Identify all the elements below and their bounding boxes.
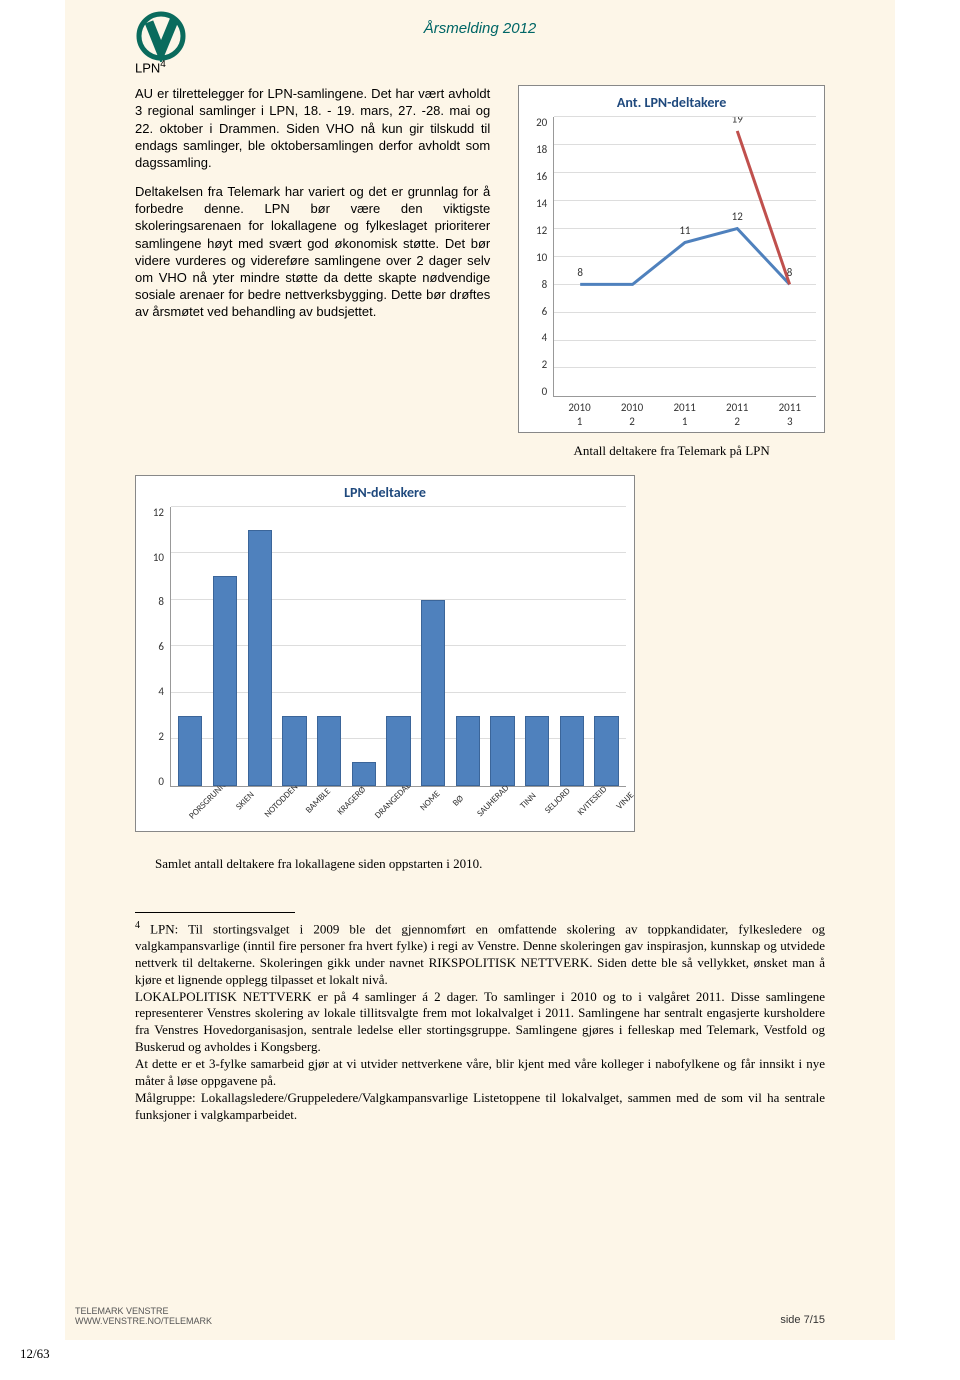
bar-chart-x-labels: PORSGRUNNSKIENNOTODDENBAMBLEKRAGERØDRANG… <box>170 787 626 827</box>
bar <box>594 716 618 786</box>
bar <box>456 716 480 786</box>
footnote-p1: LPN: Til stortingsvalget i 2009 ble det … <box>135 921 825 987</box>
footer-url: WWW.VENSTRE.NO/TELEMARK <box>75 1316 212 1326</box>
line-x-label: 20101 <box>553 397 606 427</box>
bar <box>421 600 445 786</box>
bar-slot <box>451 507 486 786</box>
line-x-label: 20111 <box>658 397 711 427</box>
left-column: AU er tilrettelegger for LPN-samlingene.… <box>135 85 490 332</box>
footnote-marker: 4 <box>135 920 140 931</box>
line-chart-body: 20181614121086420 81112819 <box>527 117 816 397</box>
bar <box>213 576 237 785</box>
line-chart-box: Ant. LPN-deltakere 20181614121086420 8 11… <box>518 85 825 432</box>
footnote-rule <box>135 912 295 913</box>
svg-text:19: 19 <box>732 117 743 127</box>
section-heading: LPN4 <box>135 59 825 75</box>
line-chart-y-axis: 20181614121086420 <box>527 117 551 397</box>
bar <box>248 530 272 786</box>
page-footer: TELEMARK VENSTRE WWW.VENSTRE.NO/TELEMARK… <box>75 1306 825 1326</box>
line-x-label: 20113 <box>763 397 816 427</box>
line-chart-svg: 81112819 <box>554 117 816 396</box>
bar-chart-y-axis: 121086420 <box>144 507 168 787</box>
bar-slot <box>208 507 243 786</box>
bar <box>560 716 584 786</box>
bar-chart-body: 121086420 <box>144 507 626 787</box>
bar-slot <box>416 507 451 786</box>
line-x-label: 20112 <box>711 397 764 427</box>
bar <box>352 762 376 785</box>
footnote-p3: At dette er et 3-fylke samarbeid gjør at… <box>135 1056 825 1090</box>
bar-chart-box: LPN-deltakere 121086420 PORSGRUNNSKIENNO… <box>135 475 635 832</box>
bar-slot <box>242 507 277 786</box>
paragraph-1: AU er tilrettelegger for LPN-samlingene.… <box>135 85 490 171</box>
bar <box>178 716 202 786</box>
svg-text:11: 11 <box>680 224 691 238</box>
page: Årsmelding 2012 LPN4 AU er tilrettelegge… <box>65 0 895 1340</box>
bar-chart-bars <box>171 507 626 786</box>
bar-slot <box>381 507 416 786</box>
svg-text:8: 8 <box>578 266 584 280</box>
footer-left: TELEMARK VENSTRE WWW.VENSTRE.NO/TELEMARK <box>75 1306 212 1326</box>
bar <box>317 716 341 786</box>
bar-chart-title: LPN-deltakere <box>144 484 626 501</box>
bar-chart-caption: Samlet antall deltakere fra lokallagene … <box>155 856 825 872</box>
bar-slot <box>346 507 381 786</box>
paragraph-2: Deltakelsen fra Telemark har variert og … <box>135 183 490 320</box>
bar-chart-plot <box>170 507 626 787</box>
line-chart-caption: Antall deltakere fra Telemark på LPN <box>518 443 825 459</box>
bar <box>490 716 514 786</box>
bar <box>525 716 549 786</box>
svg-text:12: 12 <box>732 210 743 224</box>
line-chart-title: Ant. LPN-deltakere <box>527 94 816 111</box>
footer-org: TELEMARK VENSTRE <box>75 1306 212 1316</box>
bar-slot <box>173 507 208 786</box>
bar-slot <box>520 507 555 786</box>
bar-slot <box>277 507 312 786</box>
bar-slot <box>555 507 590 786</box>
footnote: 4 LPN: Til stortingsvalget i 2009 ble de… <box>135 919 825 1124</box>
venstre-logo <box>135 8 189 66</box>
line-chart-plot: 81112819 <box>553 117 816 397</box>
bar <box>386 716 410 786</box>
right-column: Ant. LPN-deltakere 20181614121086420 8 11… <box>518 85 825 458</box>
line-x-label: 20102 <box>606 397 659 427</box>
footnote-p2: LOKALPOLITISK NETTVERK er på 4 samlinger… <box>135 989 825 1057</box>
outer-page-number: 12/63 <box>0 1340 960 1362</box>
bar-slot <box>485 507 520 786</box>
bar-slot <box>589 507 624 786</box>
bar <box>282 716 306 786</box>
footnote-p4: Målgruppe: Lokallagsledere/Gruppeledere/… <box>135 1090 825 1124</box>
two-column-layout: AU er tilrettelegger for LPN-samlingene.… <box>135 85 825 458</box>
line-chart-x-labels: 2010120102201112011220113 <box>553 397 816 427</box>
document-title: Årsmelding 2012 <box>135 20 825 37</box>
footer-page-label: side 7/15 <box>780 1314 825 1326</box>
bar-slot <box>312 507 347 786</box>
